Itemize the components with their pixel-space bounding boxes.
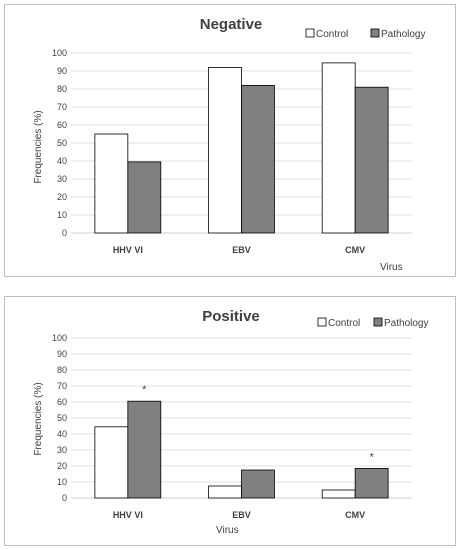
bar-pathology-hhv-vi (127, 161, 162, 234)
y-tick-label: 20 (57, 192, 67, 202)
legend-label-control: Control (328, 318, 360, 329)
legend-swatch-pathology (373, 317, 383, 327)
y-tick-label: 0 (62, 493, 67, 503)
bar-control-cmv (321, 489, 356, 499)
y-tick-label: 30 (57, 174, 67, 184)
bar-pathology-cmv (354, 86, 389, 234)
y-tick-label: 90 (57, 66, 67, 76)
bar-control-hhv-vi (94, 133, 129, 234)
y-tick-label: 50 (57, 138, 67, 148)
bar-control-ebv (208, 485, 242, 499)
y-tick-label: 80 (57, 365, 67, 375)
y-tick-label: 60 (57, 397, 67, 407)
y-tick-label: 80 (57, 84, 67, 94)
x-tick-label: HHV VI (113, 510, 143, 520)
positive-chart-panel: Positive Control Pathology Frequencies (… (4, 296, 456, 546)
y-tick-label: 100 (52, 333, 67, 343)
bar-control-ebv (208, 67, 242, 234)
y-tick-label: 10 (57, 477, 67, 487)
bar-control-hhv-vi (94, 426, 129, 499)
y-tick-label: 10 (57, 210, 67, 220)
x-axis-label: Virus (380, 262, 403, 273)
negative-chart: Negative Control Pathology Frequencies (… (33, 16, 425, 273)
significance-marker: * (370, 451, 375, 463)
y-axis-label: Frequencies (%) (33, 382, 44, 455)
y-axis-label: Frequencies (%) (33, 110, 44, 183)
bar-control-cmv (321, 62, 356, 234)
x-tick-label: CMV (345, 245, 365, 255)
y-tick-label: 40 (57, 429, 67, 439)
significance-marker: * (142, 384, 147, 396)
y-tick-label: 0 (62, 228, 67, 238)
negative-chart-panel: Negative Control Pathology Frequencies (… (4, 4, 456, 277)
y-tick-label: 20 (57, 461, 67, 471)
legend: Control Pathology (317, 317, 428, 329)
positive-chart: Positive Control Pathology Frequencies (… (33, 308, 428, 536)
bar-pathology-ebv (241, 469, 275, 499)
legend-swatch-control (317, 317, 327, 327)
legend: Control Pathology (305, 28, 425, 40)
legend-label-pathology: Pathology (381, 29, 425, 40)
bar-pathology-ebv (241, 85, 275, 234)
x-tick-label: EBV (232, 510, 251, 520)
bar-pathology-hhv-vi (127, 400, 162, 499)
y-tick-label: 70 (57, 102, 67, 112)
y-tick-label: 90 (57, 349, 67, 359)
x-tick-label: CMV (345, 510, 365, 520)
x-tick-label: EBV (232, 245, 251, 255)
chart-title: Positive (202, 308, 260, 325)
chart-title: Negative (200, 16, 263, 33)
legend-swatch-control (305, 28, 315, 38)
y-tick-label: 60 (57, 120, 67, 130)
y-tick-label: 30 (57, 445, 67, 455)
y-tick-label: 50 (57, 413, 67, 423)
legend-label-control: Control (316, 29, 348, 40)
legend-label-pathology: Pathology (384, 318, 428, 329)
legend-swatch-pathology (370, 28, 380, 38)
y-tick-label: 70 (57, 381, 67, 391)
bar-pathology-cmv (354, 467, 389, 499)
y-tick-label: 100 (52, 48, 67, 58)
x-tick-label: HHV VI (113, 245, 143, 255)
y-tick-label: 40 (57, 156, 67, 166)
x-axis-label: Virus (216, 525, 239, 536)
